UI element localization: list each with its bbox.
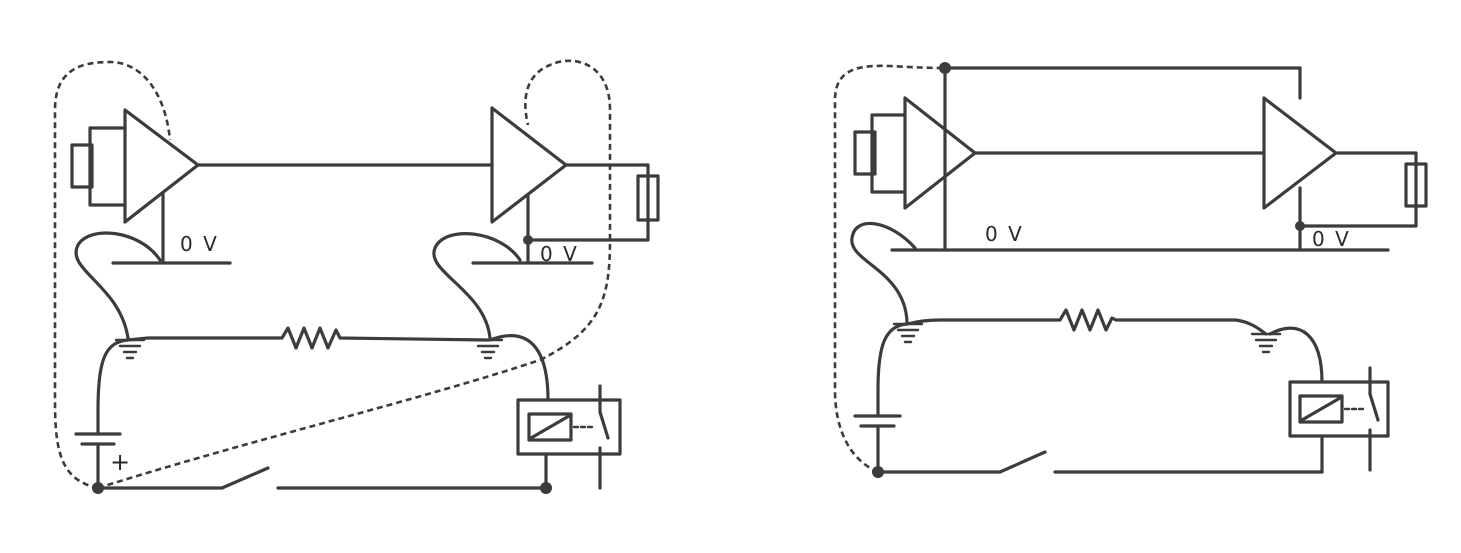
right-amp-2 bbox=[1262, 96, 1338, 210]
right-input-resistor bbox=[853, 130, 877, 176]
right-amp-2-output-loop bbox=[1298, 151, 1418, 228]
left-relay-wire bbox=[488, 334, 550, 402]
left-0v-label-1: 0 V bbox=[180, 232, 219, 256]
left-relay-contact-blade bbox=[598, 410, 610, 440]
right-earth-symbol-2 bbox=[1250, 332, 1282, 354]
right-relay-box bbox=[1288, 380, 1390, 438]
right-ground-loop-wire bbox=[850, 221, 917, 324]
left-earth-resistor-line bbox=[126, 326, 490, 350]
left-battery-wire bbox=[96, 338, 130, 434]
left-ground-loop-wire-1 bbox=[74, 231, 162, 340]
left-battery-plus: + bbox=[110, 448, 130, 476]
left-amp-1-input-loop bbox=[88, 126, 127, 207]
right-relay-coil-slash bbox=[1300, 396, 1342, 422]
right-battery-wire bbox=[876, 322, 909, 416]
right-switch-blade bbox=[998, 450, 1047, 474]
right-circuit: 0 V 0 V bbox=[833, 62, 1428, 478]
left-ground-loop-wire-2 bbox=[432, 232, 522, 340]
left-relay-coil bbox=[527, 412, 573, 442]
left-switch-blade bbox=[220, 466, 270, 490]
left-earth-symbol-2 bbox=[472, 338, 504, 360]
right-amp-2-junction bbox=[1295, 221, 1305, 231]
left-ground-loop-contour-right bbox=[97, 59, 612, 490]
right-relay-wire bbox=[1268, 326, 1324, 384]
left-amp-2 bbox=[490, 106, 568, 224]
left-0v-label-2: 0 V bbox=[540, 242, 579, 266]
right-relay-coil bbox=[1298, 394, 1344, 424]
left-ground-loop-contour bbox=[53, 60, 172, 490]
left-amp-2-output-loop bbox=[526, 163, 650, 242]
right-0v-label-1: 0 V bbox=[985, 222, 1024, 246]
left-load-resistor bbox=[636, 174, 660, 222]
left-relay-coil-slash bbox=[529, 414, 571, 440]
right-load-resistor bbox=[1404, 162, 1428, 208]
left-circuit: 0 V 0 V + bbox=[53, 59, 660, 494]
left-input-resistor bbox=[70, 143, 94, 189]
right-amp-1-input-loop bbox=[870, 113, 907, 194]
left-amp-2-junction bbox=[523, 235, 533, 245]
left-relay-box bbox=[516, 398, 622, 456]
right-relay-contact-blade bbox=[1368, 392, 1380, 422]
right-ground-loop-contour bbox=[833, 64, 946, 474]
right-amp-1 bbox=[903, 96, 977, 210]
right-earth-resistor-line bbox=[905, 308, 1268, 336]
right-0v-label-2: 0 V bbox=[1312, 227, 1351, 251]
